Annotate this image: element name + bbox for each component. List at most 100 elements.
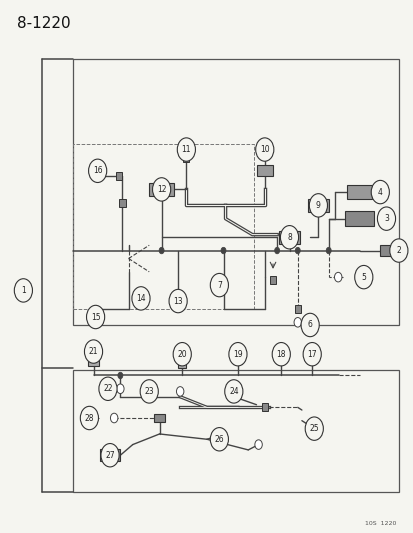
Text: 3: 3	[383, 214, 388, 223]
Circle shape	[280, 225, 298, 249]
Bar	[119, 199, 125, 207]
Bar	[278, 231, 299, 244]
Text: 1: 1	[21, 286, 26, 295]
Circle shape	[215, 434, 223, 444]
Circle shape	[221, 247, 225, 254]
Circle shape	[310, 424, 317, 433]
Bar	[178, 362, 186, 368]
Circle shape	[178, 350, 185, 359]
Bar	[100, 449, 120, 461]
Bar	[116, 172, 122, 180]
Bar	[149, 183, 173, 196]
Bar	[73, 370, 398, 492]
Circle shape	[255, 138, 273, 161]
Circle shape	[84, 340, 102, 364]
Circle shape	[116, 384, 124, 393]
Circle shape	[104, 384, 112, 393]
Text: 6: 6	[307, 320, 312, 329]
Circle shape	[90, 347, 97, 357]
Text: 23: 23	[144, 387, 154, 396]
Text: 12: 12	[157, 185, 166, 194]
Circle shape	[159, 247, 164, 254]
Bar	[183, 154, 189, 161]
Circle shape	[110, 413, 118, 423]
Circle shape	[309, 193, 327, 217]
Circle shape	[389, 239, 407, 262]
Circle shape	[228, 343, 247, 366]
Circle shape	[293, 318, 301, 327]
Text: 27: 27	[105, 451, 114, 460]
Text: 21: 21	[88, 347, 98, 356]
Text: 8-1220: 8-1220	[17, 15, 71, 30]
Bar	[344, 211, 373, 226]
Circle shape	[132, 287, 150, 310]
Circle shape	[210, 427, 228, 451]
Circle shape	[169, 289, 187, 313]
Text: 4: 4	[377, 188, 382, 197]
Text: 19: 19	[233, 350, 242, 359]
Circle shape	[118, 372, 123, 378]
Text: 18: 18	[276, 350, 285, 359]
Circle shape	[271, 343, 290, 366]
Circle shape	[224, 379, 242, 403]
Text: 25: 25	[309, 424, 318, 433]
Text: 22: 22	[103, 384, 112, 393]
Circle shape	[354, 265, 372, 289]
Circle shape	[325, 247, 330, 254]
Bar	[154, 414, 164, 422]
Bar	[347, 185, 371, 199]
Circle shape	[140, 379, 158, 403]
Circle shape	[210, 273, 228, 297]
Text: 13: 13	[173, 296, 183, 305]
Circle shape	[254, 440, 262, 449]
Circle shape	[80, 406, 98, 430]
Circle shape	[234, 350, 241, 359]
Text: 7: 7	[216, 280, 221, 289]
Circle shape	[302, 343, 320, 366]
Circle shape	[377, 207, 394, 230]
Bar	[380, 245, 396, 256]
Bar	[233, 356, 242, 364]
Circle shape	[334, 272, 341, 282]
Bar	[88, 358, 98, 366]
Text: 26: 26	[214, 435, 224, 444]
Circle shape	[14, 279, 32, 302]
Text: 15: 15	[90, 312, 100, 321]
Circle shape	[304, 417, 323, 440]
Text: 10S  1220: 10S 1220	[365, 521, 396, 526]
Text: 2: 2	[396, 246, 400, 255]
Text: 14: 14	[136, 294, 145, 303]
Bar	[261, 403, 267, 411]
Circle shape	[88, 159, 107, 182]
Bar	[269, 276, 275, 284]
Circle shape	[370, 180, 389, 204]
Bar	[307, 199, 328, 212]
Circle shape	[86, 305, 104, 329]
Text: 28: 28	[84, 414, 94, 423]
Circle shape	[177, 138, 195, 161]
Circle shape	[308, 350, 315, 359]
Circle shape	[101, 443, 119, 467]
Text: 16: 16	[93, 166, 102, 175]
Text: 20: 20	[177, 350, 187, 359]
Circle shape	[300, 313, 318, 337]
Circle shape	[85, 413, 93, 423]
Circle shape	[277, 350, 284, 359]
Bar	[308, 357, 315, 363]
Circle shape	[92, 312, 99, 322]
Text: 11: 11	[181, 145, 191, 154]
Text: 24: 24	[228, 387, 238, 396]
Text: 17: 17	[307, 350, 316, 359]
Circle shape	[99, 377, 117, 400]
Circle shape	[152, 177, 170, 201]
Text: 9: 9	[315, 201, 320, 210]
Circle shape	[174, 296, 181, 306]
Bar	[256, 165, 272, 176]
Bar	[73, 59, 398, 325]
Circle shape	[173, 343, 191, 366]
Circle shape	[230, 386, 237, 396]
Bar	[277, 357, 284, 363]
Circle shape	[176, 386, 183, 396]
Text: 10: 10	[259, 145, 269, 154]
Bar	[73, 144, 254, 309]
